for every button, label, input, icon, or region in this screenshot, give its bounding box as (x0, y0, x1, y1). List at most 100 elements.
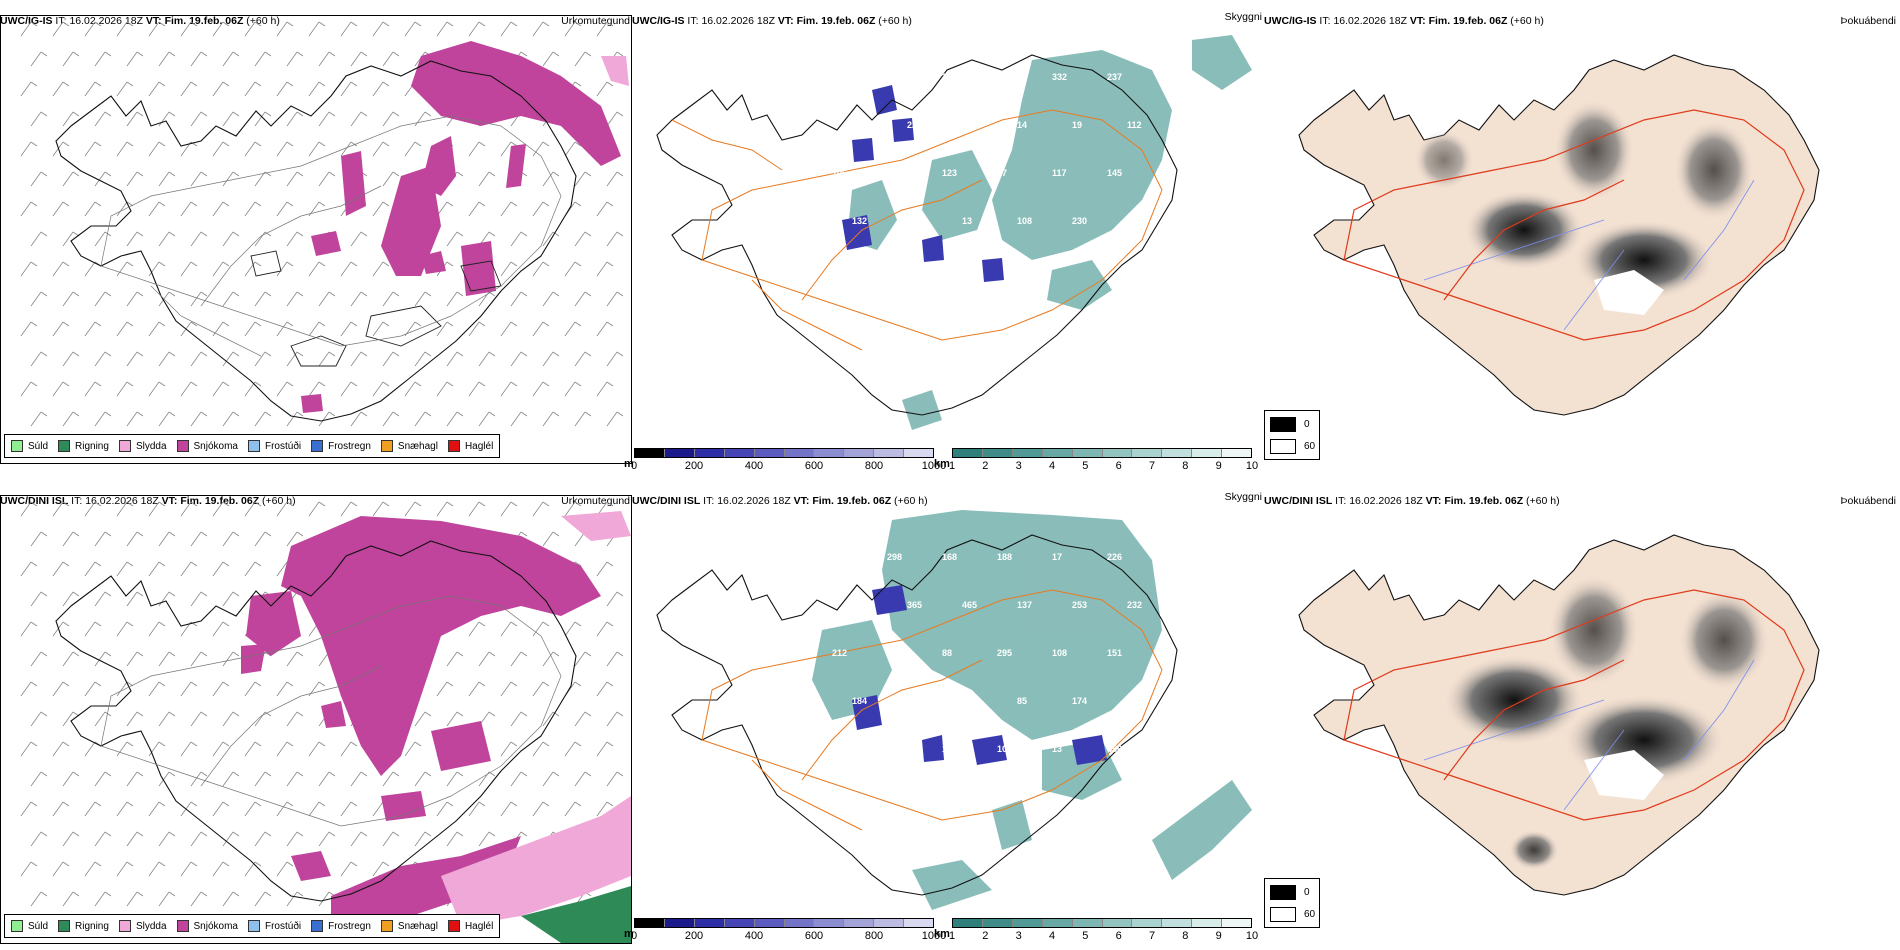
wind-barb (126, 771, 144, 787)
wind-barb (340, 801, 358, 817)
ceiling-value-label: 22 (907, 120, 917, 130)
wind-barb (532, 261, 550, 277)
wind-barb (62, 711, 80, 727)
colorbar-tick: 600 (804, 460, 824, 472)
legend-swatch (176, 440, 189, 452)
wind-barb (372, 141, 390, 157)
fog-map (1264, 30, 1864, 430)
panel-fog-bottom: UWC/DINI ISL IT: 16.02.2026 18Z VT: Fim.… (1264, 492, 1900, 942)
wind-barb (148, 861, 166, 877)
ceiling-value-label: 17 (1052, 552, 1062, 562)
roads (701, 589, 1163, 831)
ceiling-value-label: 147 (942, 744, 957, 754)
ceiling-value-label: 184 (852, 696, 867, 706)
wind-barb (126, 111, 144, 127)
wind-barb (52, 801, 70, 817)
wind-barb (510, 351, 528, 367)
legend-swatch (311, 440, 324, 452)
colorbar-tick: 6 (1115, 460, 1122, 472)
vt-label: VT: (793, 495, 810, 507)
wind-barb (286, 51, 304, 67)
fog-legend: 0 60 (1264, 410, 1320, 460)
ceiling-value-label: 117 (962, 696, 977, 706)
panel-title: Þokuábendi (1840, 15, 1896, 27)
ceiling-value-label: 112 (1127, 120, 1142, 130)
legend-label: Haglél (464, 920, 494, 932)
wind-barb (20, 321, 38, 337)
wind-barb (350, 291, 368, 307)
wind-barb (30, 411, 48, 427)
ceiling-value-label: 95 (887, 168, 897, 178)
wind-barb (308, 801, 326, 817)
lead-time: (+60 h) (1526, 495, 1560, 507)
colorbar-tick: 0 (630, 460, 638, 472)
fog-legend-label: 60 (1304, 441, 1316, 452)
colorbar-tick: 2 (982, 460, 989, 472)
wind-barb (596, 741, 614, 757)
wind-barb (532, 741, 550, 757)
colorbar-segment (1222, 919, 1252, 927)
ceiling-value-label: 152 (832, 744, 847, 754)
wind-barb (52, 141, 70, 157)
model-name: UWC/DINI ISL (0, 495, 69, 507)
wind-barb (574, 711, 592, 727)
colorbar-segment (982, 449, 1013, 457)
wind-barb (180, 81, 198, 97)
ceiling-value-label: 230 (1072, 216, 1087, 226)
wind-barb (564, 201, 582, 217)
wind-barb (286, 291, 304, 307)
wind-barb (596, 21, 614, 37)
wind-barb (94, 531, 112, 547)
wind-barb (436, 321, 454, 337)
wind-barb (542, 351, 560, 367)
fog-legend-row: 60 (1270, 907, 1315, 922)
wind-barb (596, 81, 614, 97)
wind-barb (606, 591, 624, 607)
fog-legend-label: 0 (1304, 887, 1310, 898)
panel-ceiling-top: UWC/IG-IS IT: 16.02.2026 18Z VT: Fim. 19… (624, 11, 1264, 472)
wind-barb (148, 141, 166, 157)
wind-barb (30, 891, 48, 907)
wind-barb (574, 651, 592, 667)
lead-time: (+60 h) (894, 495, 928, 507)
wind-barb (180, 561, 198, 577)
wind-barb (308, 501, 326, 517)
ceiling-value-label: 456 (1107, 744, 1122, 754)
legend-item: Snæhagl (380, 920, 438, 932)
precip-map-svg (20, 501, 631, 943)
colorbar-segment (874, 919, 905, 927)
wind-barb (126, 351, 144, 367)
colorbar-tick: 2 (982, 930, 989, 942)
panel-title: Skyggni (1224, 11, 1262, 23)
wind-barb (276, 201, 294, 217)
wind-barb (212, 321, 230, 337)
wind-barb (436, 681, 454, 697)
ceiling-map: 353 373 14 124 332 237 14 22 157 14 19 112 106 95 123 8… (632, 30, 1264, 440)
wind-barb (532, 141, 550, 157)
wind-barb (52, 21, 70, 37)
ceiling-value-label: 108 (1052, 648, 1067, 658)
wind-barb (372, 321, 390, 337)
colorbar-segment (814, 919, 845, 927)
wind-barb (510, 411, 528, 427)
wind-barb (350, 771, 368, 787)
wind-barbs (20, 21, 624, 427)
ceiling-value-label: 373 (887, 72, 902, 82)
wind-barb (382, 771, 400, 787)
colorbar-segment (694, 919, 725, 927)
wind-barb (190, 51, 208, 67)
panel-ceiling-bottom: UWC/DINI ISL IT: 16.02.2026 18Z VT: Fim.… (624, 491, 1264, 942)
fog-legend-swatch (1270, 417, 1296, 432)
fog-legend: 0 60 (1264, 878, 1320, 928)
wind-barb (542, 291, 560, 307)
wind-barb (212, 561, 230, 577)
wind-barb (286, 891, 304, 907)
it-value: 16.02.2026 18Z (1333, 15, 1407, 27)
wind-barb (350, 51, 368, 67)
wind-barb (510, 291, 528, 307)
wind-barb (158, 531, 176, 547)
wind-barb (500, 681, 518, 697)
coastline (55, 60, 577, 422)
wind-barb (308, 381, 326, 397)
colorbar-tick: 4 (1048, 930, 1056, 942)
